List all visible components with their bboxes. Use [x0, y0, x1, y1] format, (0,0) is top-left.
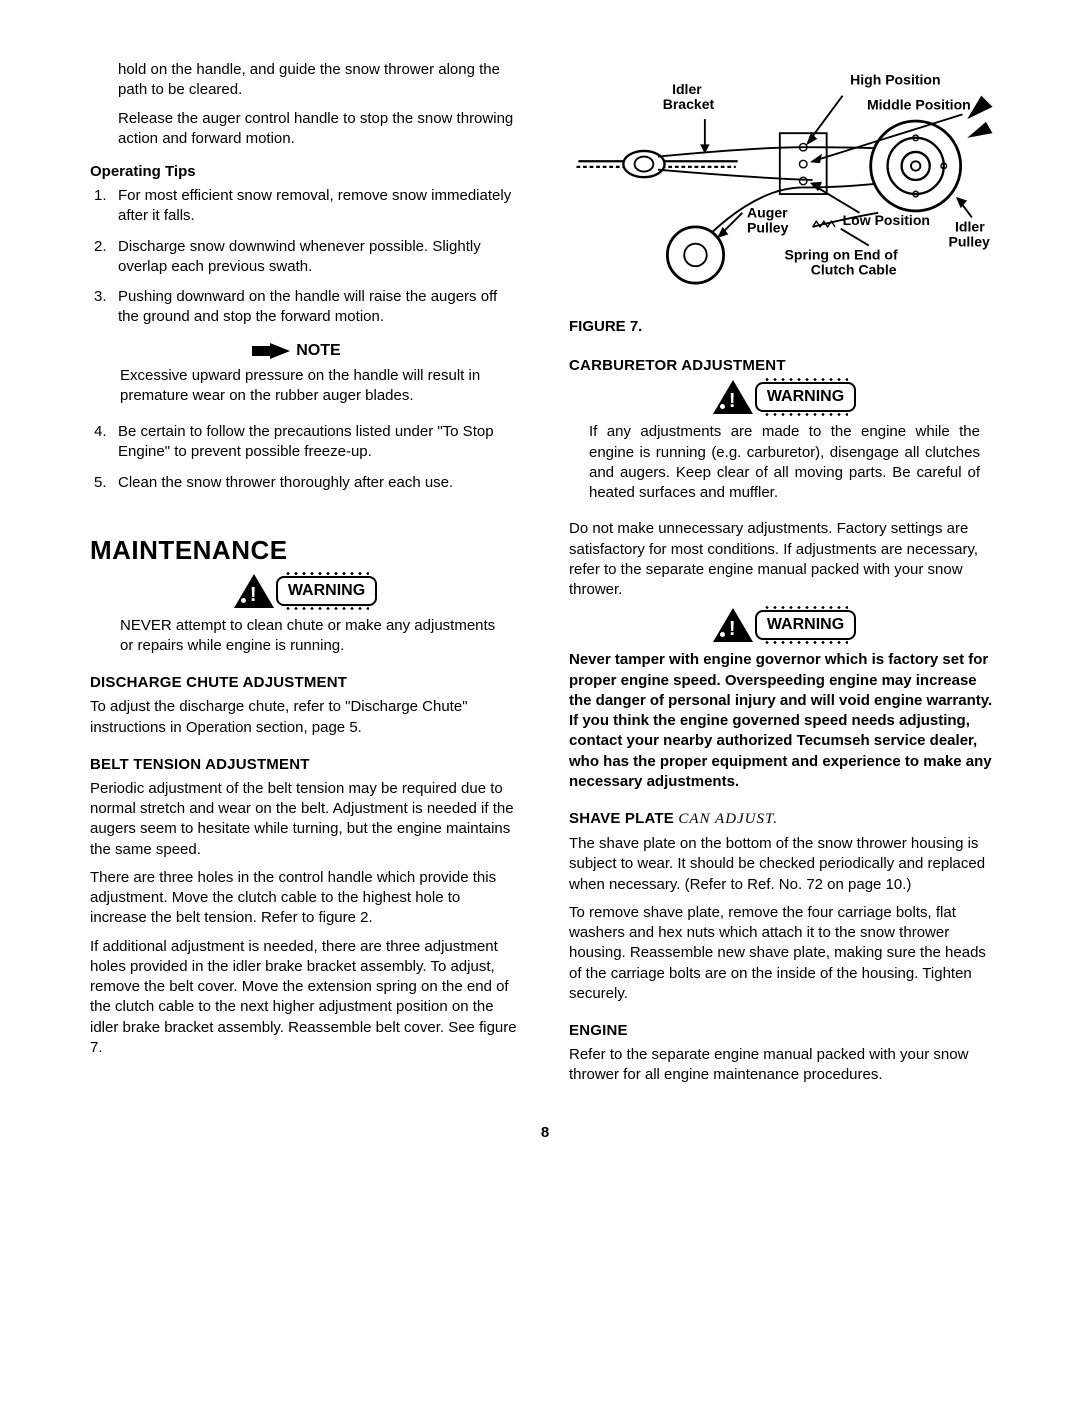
belt-heading: BELT TENSION ADJUSTMENT — [90, 756, 521, 773]
shave-plate-heading: SHAVE PLATE CAN ADJUST. — [569, 810, 1000, 828]
tip-1: 1.For most efficient snow removal, remov… — [90, 186, 521, 227]
figure-7-caption: FIGURE 7. — [569, 317, 1000, 337]
belt-p1: Periodic adjustment of the belt tension … — [90, 779, 521, 860]
note-arrow-icon — [270, 343, 290, 359]
tip-5: 5.Clean the snow thrower thoroughly afte… — [90, 473, 521, 493]
continuation-para-2: Release the auger control handle to stop… — [118, 109, 521, 150]
continuation-para-1: hold on the handle, and guide the snow t… — [118, 60, 521, 101]
label-idler-bracket-2: Bracket — [663, 96, 715, 112]
maintenance-heading: MAINTENANCE — [90, 535, 521, 566]
operating-tips-list: 1.For most efficient snow removal, remov… — [90, 186, 521, 328]
label-idler-bracket: Idler — [672, 81, 702, 97]
note-label: NOTE — [296, 342, 340, 360]
left-column: hold on the handle, and guide the snow t… — [90, 60, 521, 1094]
warning-1-body: NEVER attempt to clean chute or make any… — [120, 616, 509, 657]
discharge-body: To adjust the discharge chute, refer to … — [90, 697, 521, 738]
warning-2-body: If any adjustments are made to the engin… — [589, 422, 980, 503]
label-spring-1: Spring on End of — [785, 247, 898, 263]
label-idler-pulley: Pulley — [948, 234, 990, 250]
warning-3-body: Never tamper with engine governor which … — [569, 650, 1000, 792]
handwritten-note: CAN ADJUST. — [678, 811, 778, 827]
operating-tips-heading: Operating Tips — [90, 163, 521, 180]
label-middle-position: Middle Position — [867, 97, 971, 113]
label-pulley: Pulley — [747, 219, 789, 235]
warning-3: WARNING — [569, 608, 1000, 642]
figure-7-diagram: Idler Bracket High Position Middle Posit… — [569, 60, 1000, 300]
carb-p1: Do not make unnecessary adjustments. Fac… — [569, 519, 1000, 600]
shave-p2: To remove shave plate, remove the four c… — [569, 903, 1000, 1004]
warning-2: WARNING — [569, 380, 1000, 414]
warning-2-label: WARNING — [755, 382, 856, 412]
warning-triangle-icon — [713, 608, 753, 642]
operating-tips-list-2: 4.Be certain to follow the precautions l… — [90, 422, 521, 493]
tip-2: 2.Discharge snow downwind whenever possi… — [90, 237, 521, 278]
warning-triangle-icon — [713, 380, 753, 414]
label-spring-2: Clutch Cable — [811, 262, 897, 278]
warning-1-label: WARNING — [276, 576, 377, 606]
shave-p1: The shave plate on the bottom of the sno… — [569, 834, 1000, 895]
note-header: NOTE — [90, 342, 521, 360]
label-idler: Idler — [955, 219, 985, 235]
right-column: Idler Bracket High Position Middle Posit… — [569, 60, 1000, 1094]
warning-1: WARNING — [90, 574, 521, 608]
warning-triangle-icon — [234, 574, 274, 608]
tip-3: 3.Pushing downward on the handle will ra… — [90, 287, 521, 328]
page-number: 8 — [90, 1124, 1000, 1141]
warning-3-label: WARNING — [755, 610, 856, 640]
tip-4: 4.Be certain to follow the precautions l… — [90, 422, 521, 463]
label-low-position: Low Position — [843, 212, 930, 228]
label-high-position: High Position — [850, 71, 941, 87]
belt-p3: If additional adjustment is needed, ther… — [90, 937, 521, 1059]
label-auger: Auger — [747, 204, 788, 220]
discharge-heading: DISCHARGE CHUTE ADJUSTMENT — [90, 674, 521, 691]
belt-p2: There are three holes in the control han… — [90, 868, 521, 929]
engine-heading: ENGINE — [569, 1022, 1000, 1039]
page-columns: hold on the handle, and guide the snow t… — [90, 60, 1000, 1094]
carburetor-heading: CARBURETOR ADJUSTMENT — [569, 357, 1000, 374]
engine-p1: Refer to the separate engine manual pack… — [569, 1045, 1000, 1086]
note-body: Excessive upward pressure on the handle … — [120, 366, 511, 407]
